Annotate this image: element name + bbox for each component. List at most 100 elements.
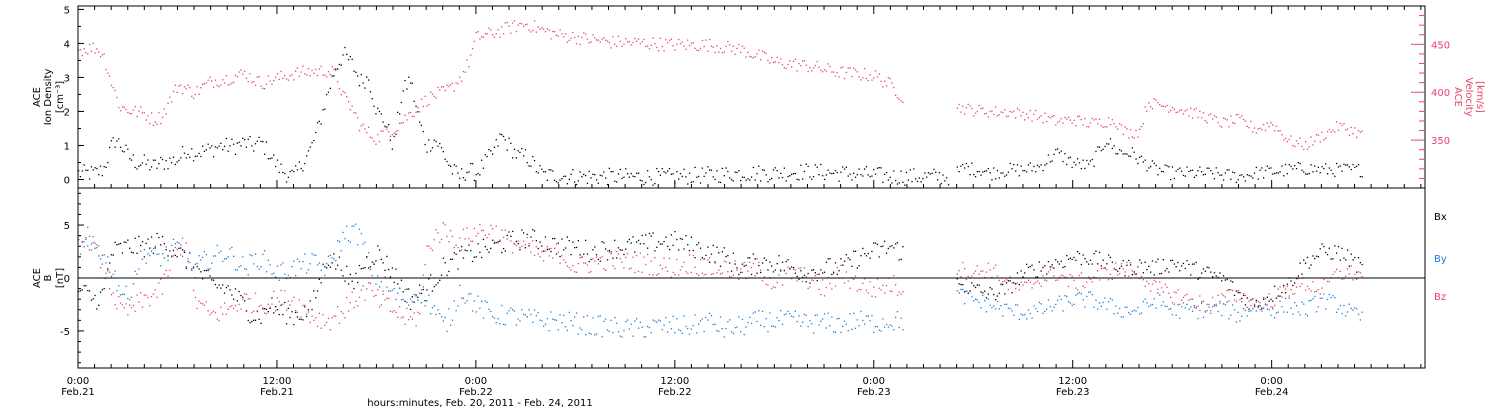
- Bz-series-5-point: [1279, 286, 1281, 288]
- velocity-series-2-point: [470, 54, 472, 56]
- Bx-series-1-point: [1232, 281, 1234, 283]
- Bz-series-4-point: [163, 273, 165, 275]
- velocity-series-3-point: [969, 105, 971, 107]
- density-series-0-point: [851, 179, 853, 181]
- Bx-series-0-point: [448, 270, 450, 273]
- By-series-3-point: [1239, 320, 1241, 322]
- By-series-2-point: [253, 263, 255, 265]
- density-series-0-point: [774, 167, 776, 169]
- density-series-1-point: [1228, 169, 1230, 171]
- By-series-3-point: [987, 298, 989, 300]
- velocity-series-2-point: [492, 34, 494, 36]
- velocity-series-2-point: [92, 42, 94, 45]
- By-series-3-point: [1128, 312, 1130, 314]
- density-series-0-point: [942, 174, 944, 176]
- density-series-0-point: [160, 156, 162, 159]
- velocity-series-3-point: [964, 113, 966, 115]
- density-series-1-point: [1166, 165, 1168, 167]
- velocity-series-3-point: [1159, 104, 1161, 106]
- density-series-0-point: [353, 70, 355, 72]
- density-series-1-point: [1086, 159, 1088, 162]
- density-series-0-point: [368, 79, 370, 81]
- velocity-series-2-point: [725, 45, 727, 47]
- Bz-series-4-point: [647, 253, 649, 256]
- density-series-0-point: [628, 176, 630, 178]
- velocity-series-2-point: [865, 77, 868, 80]
- Bz-series-4-point: [225, 313, 227, 315]
- By-series-3-point: [1299, 314, 1301, 316]
- Bz-series-4-point: [340, 311, 342, 313]
- By-series-3-point: [1352, 309, 1354, 311]
- By-series-3-point: [1343, 304, 1345, 307]
- density-series-0-point: [256, 140, 258, 142]
- Bx-series-1-point: [1290, 280, 1292, 282]
- density-series-0-point: [138, 165, 140, 167]
- velocity-series-2-point: [482, 36, 485, 38]
- Bz-series-4-point: [119, 302, 122, 304]
- Bx-series-1-point: [1305, 262, 1307, 264]
- density-series-0-point: [528, 165, 530, 167]
- Bx-series-1-point: [1354, 256, 1356, 259]
- Bz-series-4-point: [165, 269, 167, 272]
- velocity-series-3-point: [1155, 99, 1157, 101]
- Bx-series-1-point: [1202, 268, 1205, 270]
- By-series-2-point: [898, 326, 900, 329]
- density-series-0-point: [905, 171, 908, 174]
- By-series-2-point: [769, 312, 771, 314]
- By-series-2-point: [747, 321, 749, 324]
- density-series-0-point: [342, 54, 344, 56]
- density-series-0-point: [907, 179, 910, 181]
- Bz-series-4-point: [497, 242, 499, 244]
- velocity-series-2-point: [869, 74, 871, 76]
- By-series-2-point: [119, 294, 122, 296]
- Bz-series-5-point: [1264, 298, 1267, 300]
- density-series-0-point: [668, 167, 671, 170]
- Bx-series-0-point: [610, 251, 612, 253]
- Bx-series-1-point: [1120, 265, 1123, 267]
- By-series-2-point: [105, 262, 107, 264]
- velocity-series-2-point: [118, 107, 120, 109]
- By-series-2-point: [446, 330, 448, 333]
- velocity-series-2-point: [386, 128, 388, 130]
- Bz-series-4-point: [650, 260, 652, 262]
- By-series-2-point: [382, 290, 384, 292]
- Bz-series-5-point: [1044, 279, 1046, 281]
- velocity-series-2-point: [227, 84, 229, 86]
- density-series-0-point: [140, 164, 142, 166]
- Bx-series-1-point: [1319, 248, 1321, 250]
- Bx-series-0-point: [687, 244, 689, 246]
- Bz-series-4-point: [371, 289, 373, 292]
- density-series-1-point: [1044, 164, 1046, 166]
- By-series-2-point: [659, 320, 661, 322]
- Bz-series-4-point: [820, 294, 822, 296]
- velocity-series-3-point: [1089, 122, 1092, 124]
- Bz-series-5-point: [1084, 286, 1086, 289]
- Bz-series-4-point: [424, 264, 426, 266]
- Bx-series-1-point: [1022, 276, 1024, 278]
- Bx-series-0-point: [99, 291, 102, 293]
- density-series-1-point: [1212, 173, 1214, 175]
- density-series-1-point: [1184, 175, 1186, 177]
- Bx-series-0-point: [415, 294, 417, 296]
- Bz-series-4-point: [667, 270, 669, 272]
- By-series-2-point: [247, 274, 249, 276]
- density-series-0-point: [98, 174, 100, 176]
- Bx-series-0-point: [654, 250, 656, 252]
- Bx-series-0-point: [725, 256, 727, 258]
- By-series-3-point: [1253, 303, 1256, 305]
- velocity-series-2-point: [192, 97, 195, 99]
- density-tick-label: 1: [64, 141, 70, 152]
- density-series-0-point: [178, 159, 180, 162]
- velocity-series-2-point: [743, 47, 745, 49]
- velocity-series-2-point: [710, 45, 713, 47]
- Bx-series-0-point: [309, 300, 311, 302]
- Bz-series-4-point: [800, 267, 802, 269]
- Bx-series-0-point: [103, 287, 105, 290]
- Bx-series-0-point: [650, 235, 652, 237]
- By-series-3-point: [1213, 304, 1216, 306]
- Bx-series-0-point: [85, 285, 87, 287]
- density-series-0-point: [304, 162, 306, 165]
- Bx-series-1-point: [1078, 252, 1081, 255]
- Bx-series-1-point: [1184, 267, 1186, 270]
- By-series-2-point: [586, 315, 589, 317]
